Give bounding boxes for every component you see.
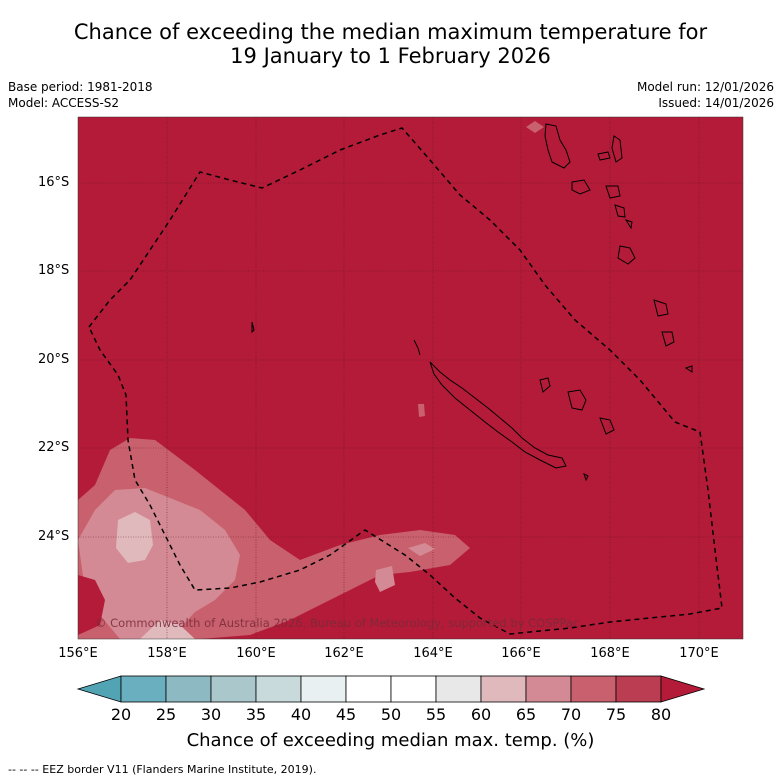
lat-label: 20°S: [38, 352, 70, 367]
lon-label: 170°E: [679, 646, 719, 661]
copyright-text: © Commonwealth of Australia 2026, Bureau…: [95, 616, 579, 630]
colorbar-segment: [525, 675, 572, 703]
vanuatu-coast: [544, 123, 571, 169]
meta-left: Base period: 1981-2018 Model: ACCESS-S2: [8, 79, 153, 111]
model-run: Model run: 12/01/2026: [636, 80, 774, 94]
map-frame: [77, 116, 744, 640]
probability-field-pale-2: [140, 620, 195, 639]
lon-label: 162°E: [324, 646, 364, 661]
colorbar-tick-label: 30: [200, 705, 222, 724]
new-caledonia-coast: [429, 361, 567, 469]
colorbar-extend-low: [76, 675, 122, 703]
colorbar-segment: [570, 675, 617, 703]
lat-label: 18°S: [38, 263, 70, 278]
lat-label: 16°S: [38, 175, 70, 190]
colorbar-label: Chance of exceeding median max. temp. (%…: [186, 730, 595, 751]
colorbar-segment: [480, 675, 527, 703]
colorbar-tick-label: 75: [605, 705, 627, 724]
eez-legend-footer: -- -- -- EEZ border V11 (Flanders Marine…: [8, 763, 317, 776]
probability-field-mid-3: [408, 543, 435, 556]
colorbar-segment: [255, 675, 302, 703]
colorbar-segment: [165, 675, 212, 703]
colorbar-tick-label: 70: [560, 705, 582, 724]
colorbar: [76, 675, 706, 703]
map-area: © Commonwealth of Australia 2026, Bureau…: [78, 117, 743, 639]
lon-label: 168°E: [590, 646, 630, 661]
probability-field-pale: [116, 512, 153, 563]
eez-border: [88, 127, 723, 635]
colorbar-tick-label: 45: [335, 705, 357, 724]
colorbar-tick-label: 25: [155, 705, 177, 724]
lon-label: 158°E: [147, 646, 187, 661]
lat-label: 24°S: [38, 529, 70, 544]
lon-label: 164°E: [413, 646, 453, 661]
graticule: [78, 117, 743, 639]
base-period: Base period: 1981-2018: [8, 80, 153, 94]
colorbar-tick-label: 35: [245, 705, 267, 724]
colorbar-tick-label: 65: [515, 705, 537, 724]
colorbar-tick-label: 50: [380, 705, 402, 724]
chart-title-line1: Chance of exceeding the median maximum t…: [73, 20, 708, 44]
coastlines: [251, 123, 693, 482]
issued-date: Issued: 14/01/2026: [658, 96, 774, 110]
colorbar-segment: [390, 675, 437, 703]
colorbar-tick-label: 60: [470, 705, 492, 724]
probability-field-mid-4: [418, 404, 425, 417]
colorbar-tick-label: 55: [425, 705, 447, 724]
colorbar-tick-label: 20: [110, 705, 132, 724]
lon-label: 166°E: [501, 646, 541, 661]
lat-label: 22°S: [38, 440, 70, 455]
colorbar-segment: [210, 675, 257, 703]
chart-title-line2: 19 January to 1 February 2026: [230, 44, 551, 68]
lon-label: 160°E: [236, 646, 276, 661]
colorbar-segment: [435, 675, 482, 703]
meta-right: Model run: 12/01/2026 Issued: 14/01/2026: [637, 79, 774, 111]
model-name: Model: ACCESS-S2: [8, 96, 120, 110]
probability-field-dark-corner: [78, 575, 105, 635]
colorbar-extend-high: [660, 675, 706, 703]
colorbar-tick-label: 40: [290, 705, 312, 724]
colorbar-segment: [300, 675, 347, 703]
colorbar-segment: [615, 675, 662, 703]
probability-field-mid-5: [526, 121, 544, 133]
colorbar-segment: [120, 675, 167, 703]
lon-label: 156°E: [58, 646, 98, 661]
colorbar-segment: [345, 675, 392, 703]
colorbar-tick-label: 80: [650, 705, 672, 724]
probability-field-mid-2: [375, 566, 395, 592]
